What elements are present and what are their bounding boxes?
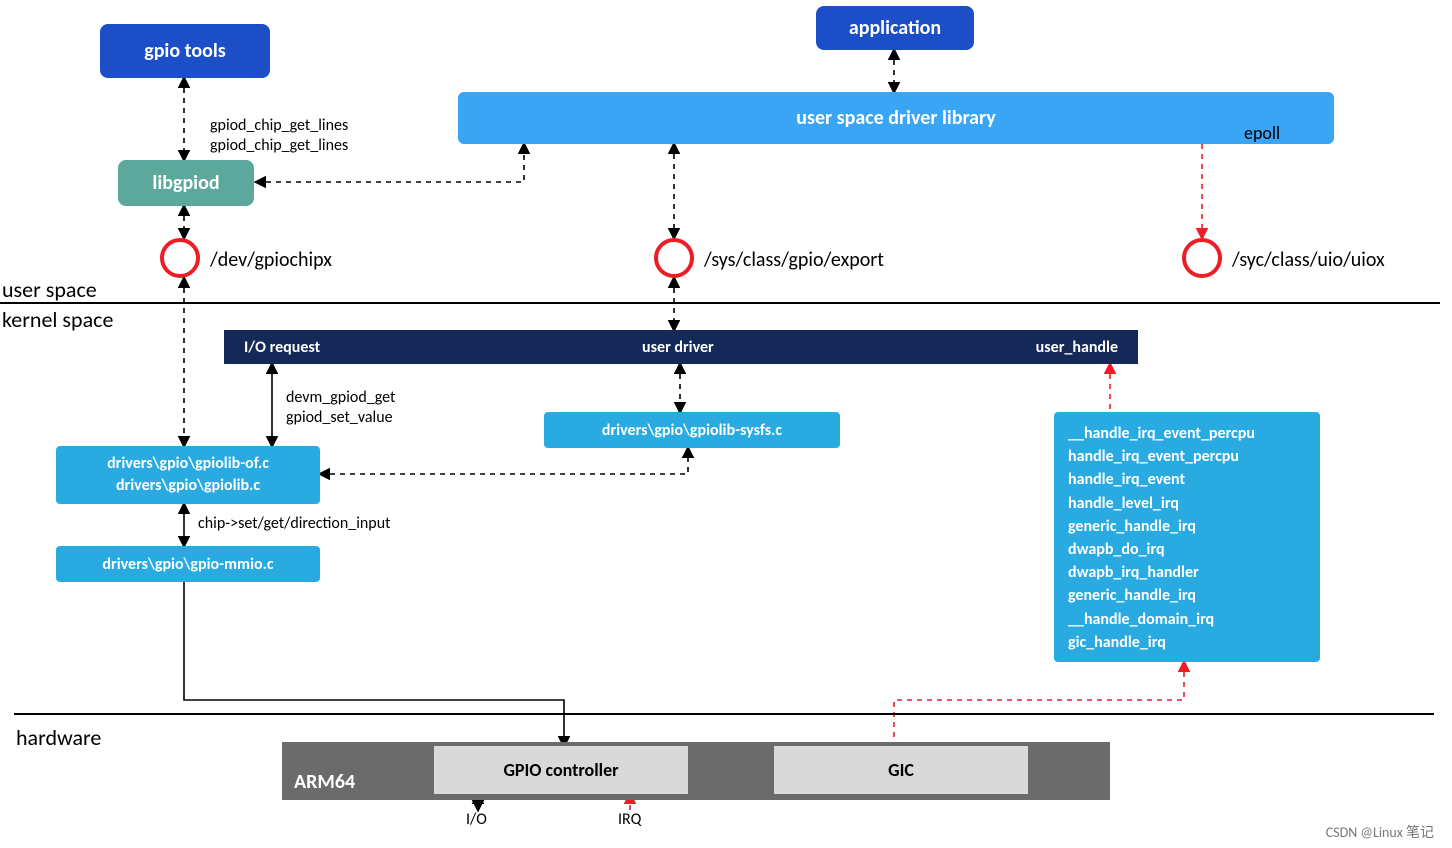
divider-user-kernel bbox=[0, 302, 1440, 304]
ring-dev-gpiochip bbox=[160, 238, 200, 278]
box-gpio-tools: gpio tools bbox=[100, 24, 270, 78]
irq-stack-line: __handle_irq_event_percpu bbox=[1068, 422, 1255, 445]
box-application: application bbox=[816, 6, 974, 50]
irq-stack-line: handle_irq_event bbox=[1068, 468, 1185, 491]
box-libgpiod: libgpiod bbox=[118, 160, 254, 206]
box-irq-stack: __handle_irq_event_percpuhandle_irq_even… bbox=[1054, 412, 1320, 662]
box-user-space-driver-library: user space driver library bbox=[458, 92, 1334, 144]
label-dev-gpiochip: /dev/gpiochipx bbox=[210, 248, 332, 272]
text: application bbox=[849, 16, 941, 40]
irq-stack-line: generic_handle_irq bbox=[1068, 515, 1196, 538]
text-center: user driver bbox=[642, 338, 714, 357]
box-gpiolib: drivers\gpio\gpiolib-of.c drivers\gpio\g… bbox=[56, 446, 320, 504]
irq-stack-line: gic_handle_irq bbox=[1068, 631, 1166, 654]
edge bbox=[184, 582, 564, 746]
text: GPIO controller bbox=[503, 759, 618, 781]
text: GIC bbox=[888, 759, 914, 781]
text-right: user_handle bbox=[1036, 338, 1118, 357]
label-devm-gpiod-get: devm_gpiod_get bbox=[286, 388, 395, 407]
edge bbox=[320, 448, 688, 474]
divider-kernel-hardware bbox=[14, 713, 1434, 715]
box-gpio-controller: GPIO controller bbox=[434, 746, 688, 794]
text: gpio tools bbox=[144, 39, 226, 63]
text-line1: drivers\gpio\gpiolib-of.c bbox=[107, 453, 269, 475]
text: libgpiod bbox=[152, 171, 219, 195]
label-chip-set-get: chip->set/get/direction_input bbox=[198, 514, 390, 533]
text: drivers\gpio\gpiolib-sysfs.c bbox=[602, 421, 782, 440]
label-irq: IRQ bbox=[618, 810, 641, 829]
text-left: I/O request bbox=[244, 338, 320, 357]
label-io: I/O bbox=[466, 810, 487, 829]
label-sys-uio: /syc/class/uio/uiox bbox=[1232, 248, 1385, 272]
box-gpiolib-sysfs: drivers\gpio\gpiolib-sysfs.c bbox=[544, 412, 840, 448]
label-gpiod-set-value: gpiod_set_value bbox=[286, 408, 393, 427]
label-kernel-space: kernel space bbox=[2, 306, 113, 333]
irq-stack-line: generic_handle_irq bbox=[1068, 584, 1196, 607]
watermark: CSDN @Linux 笔记 bbox=[1326, 822, 1434, 842]
irq-stack-line: handle_level_irq bbox=[1068, 492, 1179, 515]
irq-stack-line: dwapb_do_irq bbox=[1068, 538, 1165, 561]
label-gpiod-chip-get-lines-2: gpiod_chip_get_lines bbox=[210, 136, 348, 155]
text: user space driver library bbox=[796, 106, 995, 130]
text: drivers\gpio\gpio-mmio.c bbox=[102, 555, 273, 574]
text-line2: drivers\gpio\gpiolib.c bbox=[116, 475, 260, 497]
ring-sys-uio bbox=[1182, 238, 1222, 278]
label-sys-export: /sys/class/gpio/export bbox=[704, 248, 884, 272]
box-gpio-mmio: drivers\gpio\gpio-mmio.c bbox=[56, 546, 320, 582]
label-user-space: user space bbox=[2, 276, 97, 303]
ring-sys-export bbox=[654, 238, 694, 278]
box-user-driver: I/O request user driver user_handle bbox=[224, 330, 1138, 364]
label-epoll: epoll bbox=[1244, 122, 1280, 144]
irq-stack-line: __handle_domain_irq bbox=[1068, 608, 1214, 631]
label-gpiod-chip-get-lines-1: gpiod_chip_get_lines bbox=[210, 116, 348, 135]
text: ARM64 bbox=[294, 770, 355, 794]
box-gic: GIC bbox=[774, 746, 1028, 794]
label-hardware: hardware bbox=[16, 724, 101, 751]
irq-stack-line: dwapb_irq_handler bbox=[1068, 561, 1199, 584]
irq-stack-line: handle_irq_event_percpu bbox=[1068, 445, 1239, 468]
